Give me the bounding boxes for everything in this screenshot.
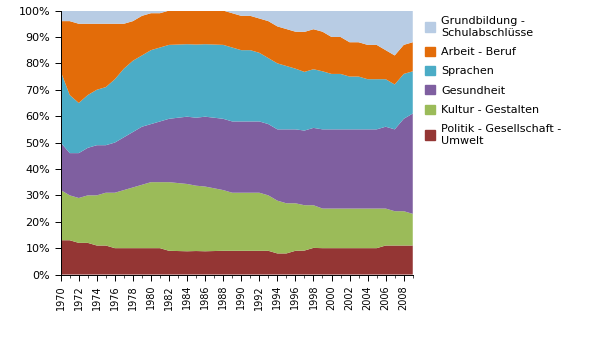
Legend: Grundbildung -
Schulabschlüsse, Arbeit - Beruf, Sprachen, Gesundheit, Kultur - G: Grundbildung - Schulabschlüsse, Arbeit -… — [426, 16, 561, 145]
